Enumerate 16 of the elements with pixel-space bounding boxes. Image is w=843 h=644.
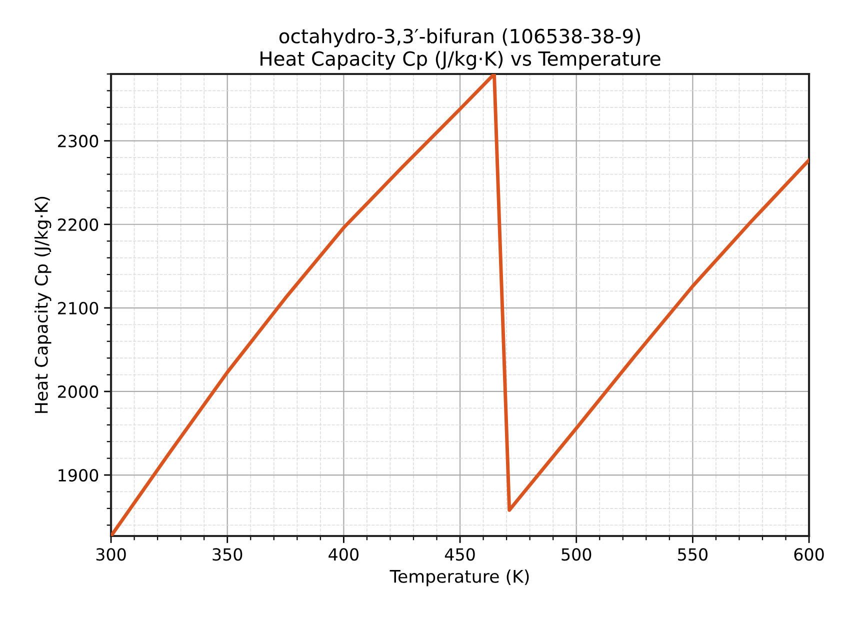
x-tick-label: 300: [96, 548, 126, 561]
y-tick-label: 2100: [58, 302, 98, 314]
line-series: [111, 74, 810, 536]
x-tick-label: 350: [212, 548, 242, 561]
chart-title: octahydro-3,3′-bifuran (106538-38-9) Heat Capacity Cp (J/kg·K) vs Temperature: [260, 28, 660, 70]
x-tick-label: 500: [562, 548, 592, 561]
x-axis-title: Temperature (K): [390, 570, 529, 586]
y-axis-title: Heat Capacity Cp (J/kg·K): [34, 196, 52, 413]
x-tick-label: 550: [678, 548, 708, 561]
y-tick-label: 1900: [58, 468, 98, 482]
y-tick-label: 2300: [58, 134, 98, 148]
x-tick-label: 400: [328, 548, 358, 561]
x-tick-label: 600: [794, 548, 824, 561]
y-tick-label: 2200: [58, 218, 98, 231]
y-tick-label: 2000: [58, 385, 98, 398]
x-tick-label: 450: [444, 548, 475, 561]
